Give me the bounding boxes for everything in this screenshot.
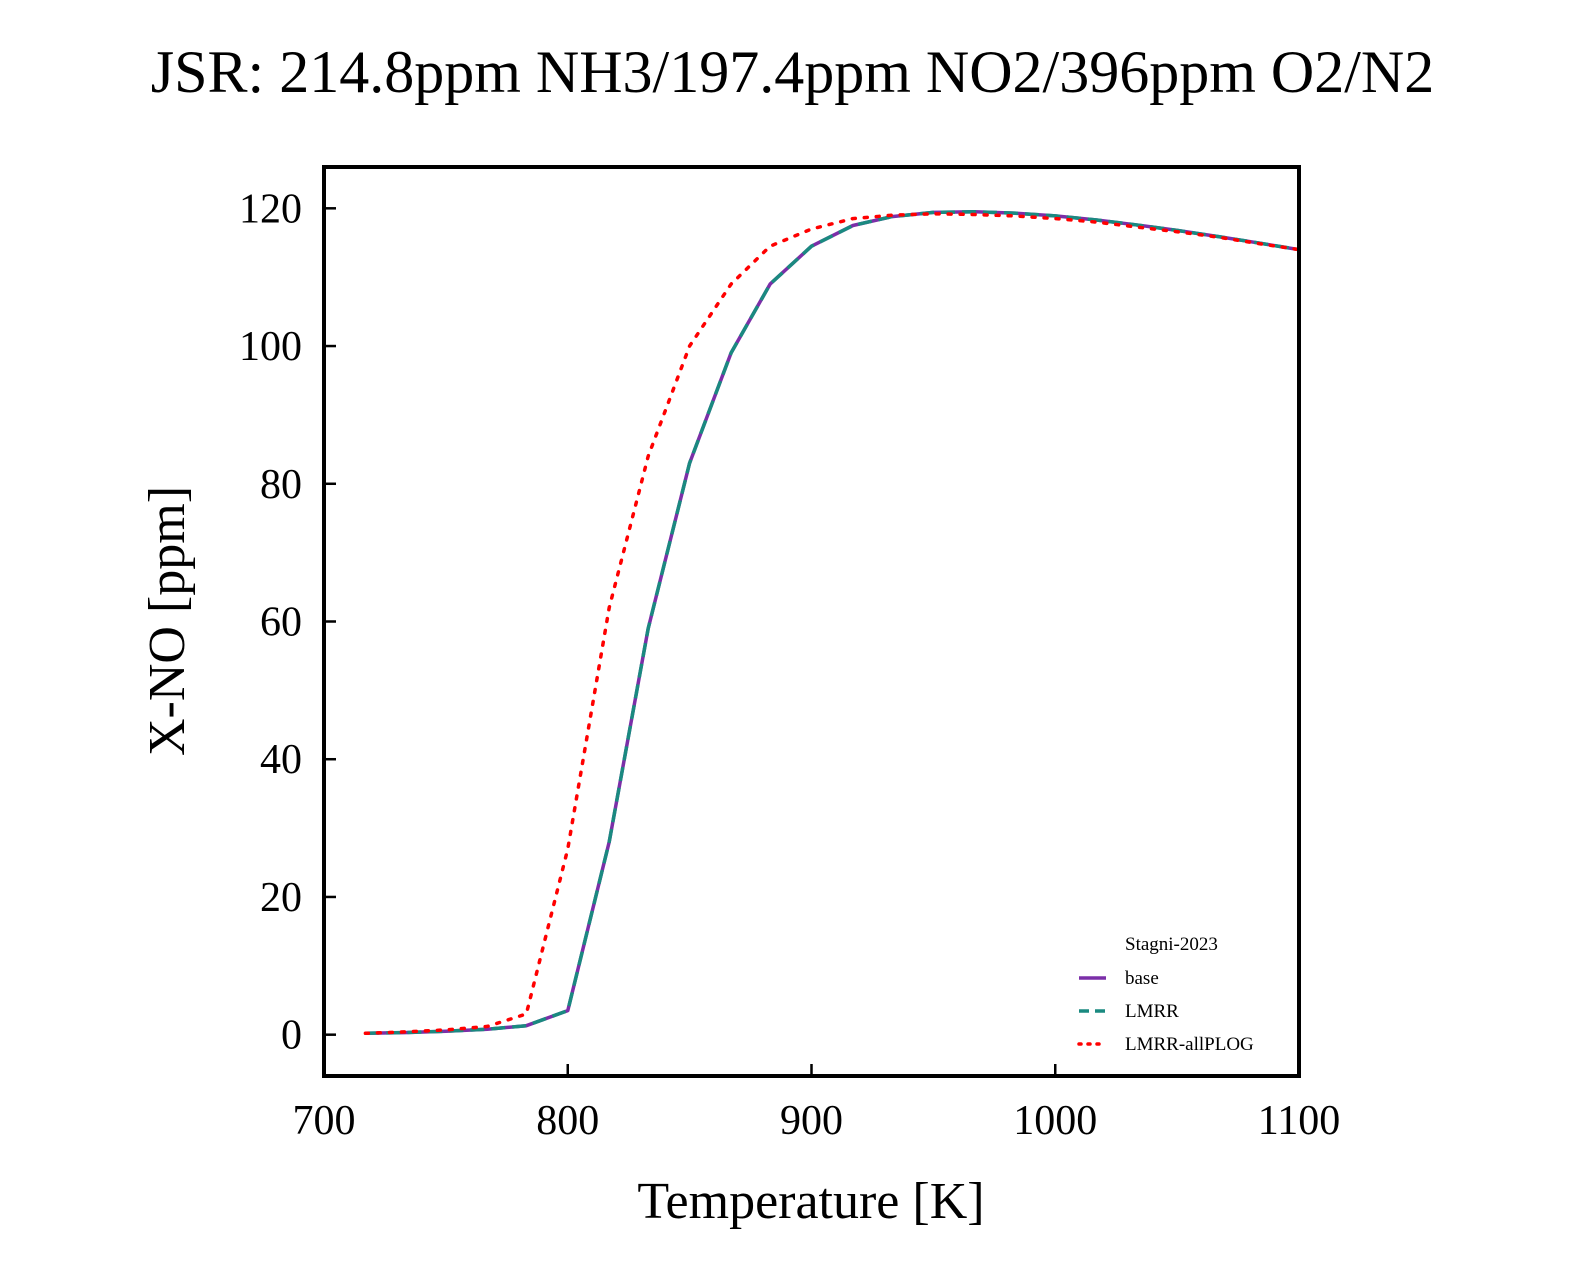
x-tick-label: 700 — [293, 1098, 356, 1144]
x-tick-label: 1100 — [1258, 1098, 1340, 1144]
series-line-lmrr — [365, 210, 1299, 1036]
y-tick-label: 0 — [281, 1013, 302, 1059]
legend-label: LMRR-allPLOG — [1125, 1034, 1254, 1055]
chart-title: JSR: 214.8ppm NH3/197.4ppm NO2/396ppm O2… — [150, 39, 1435, 105]
y-tick-label: 120 — [239, 186, 302, 232]
legend: Stagni-2023 base LMRR LMRR-allPLOG — [1077, 934, 1254, 1055]
x-axis-label: Temperature [K] — [637, 1173, 984, 1230]
y-axis-label: X-NO [ppm] — [139, 486, 196, 756]
series-layer — [363, 210, 1299, 1036]
y-tick-label: 40 — [260, 737, 302, 783]
x-tick-label: 900 — [780, 1098, 843, 1144]
series-line-base — [365, 210, 1299, 1036]
y-tick-label: 60 — [260, 600, 302, 646]
legend-label: LMRR — [1125, 1001, 1179, 1022]
y-tick-label: 100 — [239, 324, 302, 370]
x-tick-label: 800 — [536, 1098, 599, 1144]
y-tick-label: 20 — [260, 875, 302, 921]
x-tick-label: 1000 — [1013, 1098, 1097, 1144]
series-line-lmrr-allplog — [363, 212, 1299, 1036]
y-tick-label: 80 — [260, 462, 302, 508]
legend-label: base — [1125, 968, 1159, 989]
ticks-layer: 700 800 900 1000 1100 0 20 40 60 80 100 120 — [239, 186, 1340, 1144]
legend-title: Stagni-2023 — [1125, 934, 1218, 955]
